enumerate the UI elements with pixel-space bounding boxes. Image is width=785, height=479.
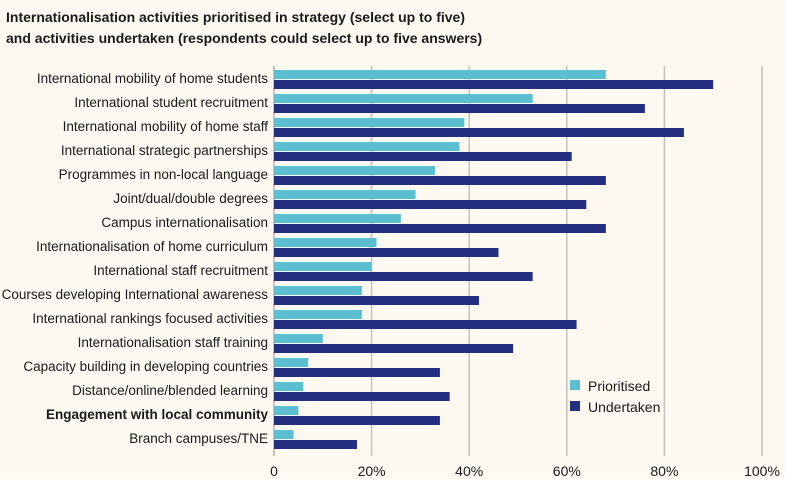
- bar-prioritised: [274, 238, 377, 247]
- category-label: Capacity building in developing countrie…: [23, 359, 268, 374]
- legend-label-undertaken: Undertaken: [588, 399, 660, 415]
- category-label: Engagement with local community: [46, 407, 269, 422]
- bar-prioritised: [274, 430, 294, 439]
- bar-prioritised: [274, 358, 309, 367]
- category-label: International mobility of home students: [37, 71, 268, 86]
- bar-undertaken: [274, 128, 684, 137]
- x-tick-label: 40%: [455, 463, 483, 479]
- bar-undertaken: [274, 344, 514, 353]
- bar-prioritised: [274, 382, 304, 391]
- bar-undertaken: [274, 416, 440, 425]
- bar-prioritised: [274, 214, 401, 223]
- bar-undertaken: [274, 440, 357, 449]
- bar-prioritised: [274, 406, 299, 415]
- bar-undertaken: [274, 200, 587, 209]
- x-tick-label: 60%: [553, 463, 581, 479]
- bar-undertaken: [274, 176, 606, 185]
- category-label: International student recruitment: [74, 95, 268, 110]
- category-label: Joint/dual/double degrees: [113, 191, 268, 206]
- bar-prioritised: [274, 262, 372, 271]
- x-tick-labels: 0 20% 40% 60% 80% 100%: [270, 463, 780, 479]
- bar-prioritised: [274, 118, 465, 127]
- category-label: Programmes in non-local language: [59, 167, 268, 182]
- bar-undertaken: [274, 224, 606, 233]
- x-tick-label: 80%: [650, 463, 678, 479]
- bar-prioritised: [274, 142, 460, 151]
- bar-undertaken: [274, 152, 572, 161]
- x-tick-label: 0: [270, 463, 278, 479]
- bar-undertaken: [274, 392, 450, 401]
- category-label: Distance/online/blended learning: [72, 383, 268, 398]
- category-label: Internationalisation of home curriculum: [36, 239, 268, 254]
- legend: Prioritised Undertaken: [570, 378, 660, 415]
- category-label: International mobility of home staff: [63, 119, 269, 134]
- bar-prioritised: [274, 70, 606, 79]
- legend-swatch-prioritised: [570, 380, 580, 390]
- bar-undertaken: [274, 104, 645, 113]
- bar-prioritised: [274, 190, 416, 199]
- bars: [274, 70, 714, 449]
- bar-prioritised: [274, 310, 362, 319]
- category-label: Campus internationalisation: [101, 215, 268, 230]
- category-labels: International mobility of home students I…: [2, 71, 269, 446]
- bar-undertaken: [274, 80, 714, 89]
- bar-undertaken: [274, 320, 577, 329]
- x-tick-label: 100%: [744, 463, 780, 479]
- bar-prioritised: [274, 166, 436, 175]
- bar-undertaken: [274, 296, 479, 305]
- bar-undertaken: [274, 368, 440, 377]
- category-label: Internationalisation staff training: [78, 335, 268, 350]
- chart-title-line-1: Internationalisation activities prioriti…: [6, 9, 465, 25]
- category-label: Courses developing International awarene…: [2, 287, 269, 302]
- legend-swatch-undertaken: [570, 401, 580, 411]
- bar-undertaken: [274, 248, 499, 257]
- category-label: International staff recruitment: [93, 263, 268, 278]
- category-label: International rankings focused activitie…: [32, 311, 268, 326]
- x-tick-label: 20%: [358, 463, 386, 479]
- legend-label-prioritised: Prioritised: [588, 378, 650, 394]
- bar-prioritised: [274, 286, 362, 295]
- category-label: International strategic partnerships: [61, 143, 268, 158]
- bar-undertaken: [274, 272, 533, 281]
- bar-prioritised: [274, 334, 323, 343]
- chart-title-line-2: and activities undertaken (respondents c…: [6, 30, 482, 46]
- category-label: Branch campuses/TNE: [129, 431, 268, 446]
- bar-prioritised: [274, 94, 533, 103]
